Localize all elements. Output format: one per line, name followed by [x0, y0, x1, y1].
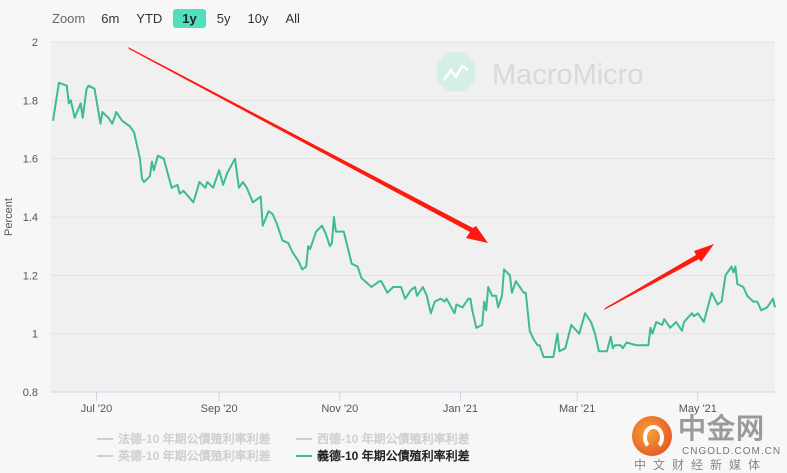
y-tick-label: 1.4	[23, 212, 38, 224]
range-button-6m[interactable]: 6m	[101, 10, 120, 26]
range-button-5y[interactable]: 5y	[216, 10, 231, 26]
legend-item-uk-de[interactable]: 英德-10 年期公債殖利率利差	[97, 449, 271, 463]
legend-item-es-de[interactable]: 西德-10 年期公債殖利率利差	[296, 432, 470, 446]
legend-swatch	[296, 438, 312, 440]
red-arrow-down	[128, 47, 488, 243]
legend-item-fr-de[interactable]: 法德-10 年期公債殖利率利差	[97, 432, 271, 446]
y-tick-label: 1	[32, 329, 38, 341]
legend-label: 西德-10 年期公債殖利率利差	[317, 432, 470, 446]
macromicro-logo-icon	[436, 52, 476, 92]
y-tick-label: 1.2	[23, 270, 38, 282]
x-tick-label: Jan '21	[443, 403, 478, 415]
y-tick-label: 1.6	[23, 154, 38, 166]
cngold-watermark: 中金网 CNGOLD.COM.CN 中文财经新媒体	[632, 412, 782, 473]
legend-label: 法德-10 年期公債殖利率利差	[118, 432, 271, 446]
y-axis: 0.8 1 1.2 1.4 1.6 1.8 2	[23, 37, 38, 399]
range-button-10y[interactable]: 10y	[247, 10, 269, 26]
x-tick-label: Jul '20	[81, 403, 112, 415]
cngold-logo-icon	[632, 416, 672, 456]
x-tick-label: Sep '20	[201, 403, 238, 415]
x-tick-label: May '21	[679, 403, 717, 415]
red-arrow-up	[604, 244, 714, 310]
legend-swatch	[97, 455, 113, 457]
zoom-label: Zoom	[52, 10, 86, 26]
series-line[interactable]	[52, 81, 776, 358]
x-tick-label: Mar '21	[559, 403, 595, 415]
range-selector: Zoom 6m YTD 1y 5y 10y All	[52, 7, 311, 29]
cngold-domain: CNGOLD.COM.CN	[682, 446, 782, 457]
x-axis: Jul '20 Sep '20 Nov '20 Jan '21 Mar '21 May '…	[81, 392, 717, 415]
legend-label: 英德-10 年期公債殖利率利差	[118, 449, 271, 463]
macromicro-logo-chart-icon	[442, 64, 469, 81]
y-axis-title: Percent	[3, 198, 15, 236]
series-layer	[52, 81, 776, 358]
legend-swatch	[296, 455, 312, 457]
range-button-all[interactable]: All	[285, 10, 300, 26]
annotation-arrows	[128, 47, 714, 310]
y-tick-label: 0.8	[23, 387, 38, 399]
range-button-1y[interactable]: 1y	[173, 8, 206, 28]
cngold-tagline: 中文财经新媒体	[634, 458, 768, 472]
cngold-name: 中金网	[678, 412, 766, 445]
y-tick-label: 1.8	[23, 95, 38, 107]
macromicro-watermark: MacroMicro	[436, 52, 643, 92]
gridlines	[51, 41, 775, 335]
y-tick-label: 2	[32, 37, 38, 49]
range-button-ytd[interactable]: YTD	[136, 10, 163, 26]
legend-label: 義德-10 年期公債殖利率利差	[317, 449, 470, 463]
watermark-text: MacroMicro	[492, 59, 643, 91]
x-tick-label: Nov '20	[321, 403, 358, 415]
legend-swatch	[97, 438, 113, 440]
legend-item-it-de[interactable]: 義德-10 年期公債殖利率利差	[296, 449, 470, 463]
